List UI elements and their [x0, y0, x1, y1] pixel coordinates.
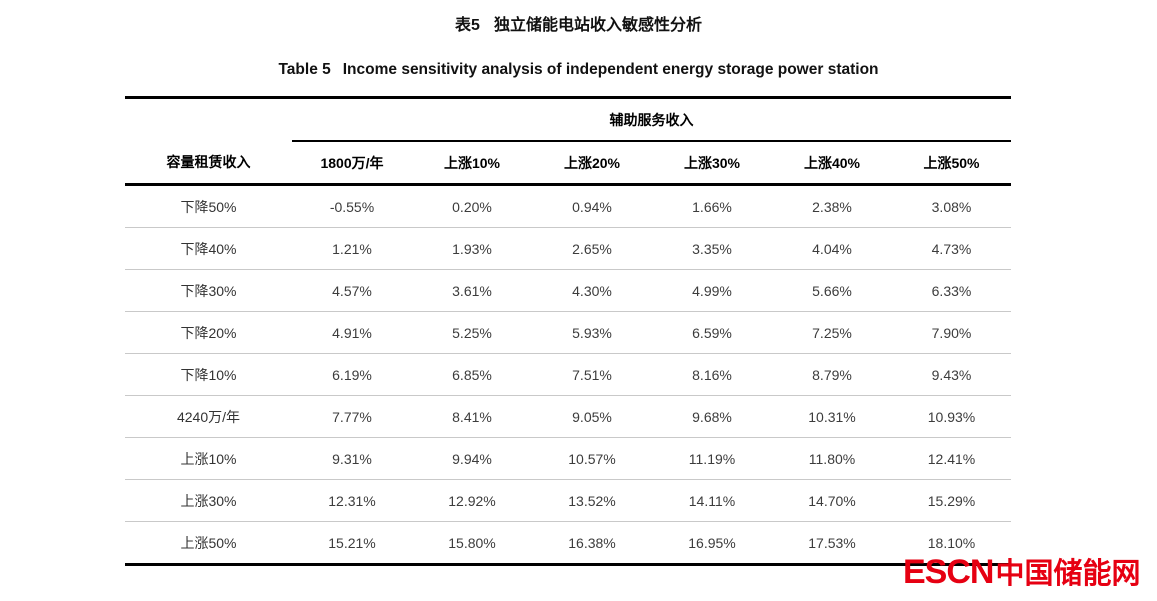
- table-row: 下降50% -0.55% 0.20% 0.94% 1.66% 2.38% 3.0…: [125, 184, 1011, 228]
- table-cell: 13.52%: [532, 479, 652, 522]
- table-cell: 14.11%: [652, 479, 772, 522]
- table-row: 下降10% 6.19% 6.85% 7.51% 8.16% 8.79% 9.43…: [125, 353, 1011, 396]
- table-cell: 4.30%: [532, 269, 652, 312]
- table-cell: 3.61%: [412, 269, 532, 312]
- table-cell: 9.94%: [412, 437, 532, 480]
- table-cell: 4.91%: [292, 311, 412, 354]
- row-label: 4240万/年: [125, 395, 292, 438]
- table-cell: 4.57%: [292, 269, 412, 312]
- table-row: 下降20% 4.91% 5.25% 5.93% 6.59% 7.25% 7.90…: [125, 311, 1011, 354]
- table-cell: 2.65%: [532, 227, 652, 270]
- table-cell: 9.31%: [292, 437, 412, 480]
- table-cell: 0.20%: [412, 184, 532, 228]
- table-title-en-text: Income sensitivity analysis of independe…: [342, 61, 879, 78]
- table-cell: 15.21%: [328, 534, 376, 551]
- span-header-cell: 辅助服务收入: [292, 97, 1011, 142]
- table-cell: 9.05%: [532, 395, 652, 438]
- table-cell: 3.35%: [652, 227, 772, 270]
- table-cell: 5.25%: [412, 311, 532, 354]
- column-header-row: 容量租赁收入 1800万/年 上涨10% 上涨20% 上涨30% 上涨40% 上…: [125, 141, 1011, 186]
- table-cell: 1.21%: [292, 227, 412, 270]
- table-cell: 1.66%: [652, 184, 772, 228]
- row-label: 上涨50%: [180, 534, 237, 551]
- corner-empty-cell: [125, 98, 292, 142]
- table-cell: 12.92%: [412, 479, 532, 522]
- table-cell: 7.77%: [292, 395, 412, 438]
- table-cell: 5.66%: [772, 269, 892, 312]
- table-cell: 16.95%: [688, 534, 736, 551]
- table-cell: 3.08%: [892, 184, 1011, 228]
- table-cell: -0.55%: [292, 184, 412, 228]
- table-cell: 10.93%: [892, 395, 1011, 438]
- table-cell: 9.68%: [652, 395, 772, 438]
- row-label: 下降20%: [125, 311, 292, 354]
- table-row: 上涨30% 12.31% 12.92% 13.52% 14.11% 14.70%…: [125, 479, 1011, 522]
- table-title-cn: 表5 独立储能电站收入敏感性分析: [0, 0, 1157, 35]
- table-cell: 4.73%: [892, 227, 1011, 270]
- table-row: 上涨10% 9.31% 9.94% 10.57% 11.19% 11.80% 1…: [125, 437, 1011, 480]
- table-row: 上涨50% 15.21% 15.80% 16.38% 16.95% 17.53%…: [125, 522, 1011, 565]
- table-cell: 10.57%: [532, 437, 652, 480]
- table-cell: 6.59%: [652, 311, 772, 354]
- table-title-en: Table 5 Income sensitivity analysis of in…: [0, 61, 1157, 79]
- escn-logo-text-en: ESCN: [903, 553, 994, 591]
- table-cell: 18.10%: [927, 534, 976, 551]
- table-cell: 5.93%: [532, 311, 652, 354]
- table-cell: 16.38%: [568, 534, 616, 551]
- table-cell: 7.25%: [772, 311, 892, 354]
- table-cell: 9.43%: [892, 353, 1011, 396]
- column-header: 上涨40%: [772, 141, 892, 186]
- row-label: 下降10%: [125, 353, 292, 396]
- column-header: 1800万/年: [292, 141, 412, 186]
- sensitivity-table: 辅助服务收入 容量租赁收入 1800万/年 上涨10% 上涨20% 上涨30% …: [125, 96, 1011, 566]
- row-label: 上涨10%: [125, 437, 292, 480]
- column-header: 上涨30%: [652, 141, 772, 186]
- table-cell: 8.16%: [652, 353, 772, 396]
- escn-logo-text-cn: 中国储能网: [995, 558, 1141, 590]
- table-cell: 6.19%: [292, 353, 412, 396]
- table-cell: 14.70%: [772, 479, 892, 522]
- table-cell: 11.19%: [652, 437, 772, 480]
- table-row: 下降30% 4.57% 3.61% 4.30% 4.99% 5.66% 6.33…: [125, 269, 1011, 312]
- table-cell: 12.41%: [892, 437, 1011, 480]
- table-cell: 10.31%: [772, 395, 892, 438]
- table-row: 下降40% 1.21% 1.93% 2.65% 3.35% 4.04% 4.73…: [125, 227, 1011, 270]
- row-label: 下降50%: [125, 184, 292, 228]
- table-title-en-label: Table 5: [278, 61, 331, 78]
- row-label: 下降40%: [125, 227, 292, 270]
- column-header: 上涨20%: [532, 141, 652, 186]
- table-row: 4240万/年 7.77% 8.41% 9.05% 9.68% 10.31% 1…: [125, 395, 1011, 438]
- table-cell: 7.51%: [532, 353, 652, 396]
- table-cell: 4.04%: [772, 227, 892, 270]
- table-cell: 8.79%: [772, 353, 892, 396]
- table-cell: 6.85%: [412, 353, 532, 396]
- table-title-cn-label: 表5: [455, 17, 480, 34]
- row-label: 下降30%: [125, 269, 292, 312]
- span-header-row: 辅助服务收入: [125, 97, 1011, 142]
- column-header: 上涨10%: [412, 141, 532, 186]
- table-cell: 11.80%: [772, 437, 892, 480]
- table-cell: 1.93%: [412, 227, 532, 270]
- table-cell: 12.31%: [292, 479, 412, 522]
- table-cell: 15.80%: [448, 534, 496, 551]
- table-cell: 6.33%: [892, 269, 1011, 312]
- corner-header: 容量租赁收入: [125, 141, 292, 186]
- row-label: 上涨30%: [125, 479, 292, 522]
- table-cell: 15.29%: [892, 479, 1011, 522]
- table-cell: 4.99%: [652, 269, 772, 312]
- table-cell: 7.90%: [892, 311, 1011, 354]
- table-cell: 2.38%: [772, 184, 892, 228]
- escn-watermark-logo: ESCN 中国储能网: [903, 555, 1140, 589]
- table-cell: 0.94%: [532, 184, 652, 228]
- table-title-cn-text: 独立储能电站收入敏感性分析: [493, 17, 702, 34]
- column-header: 上涨50%: [892, 141, 1011, 186]
- table-cell: 8.41%: [412, 395, 532, 438]
- table-cell: 17.53%: [808, 534, 856, 551]
